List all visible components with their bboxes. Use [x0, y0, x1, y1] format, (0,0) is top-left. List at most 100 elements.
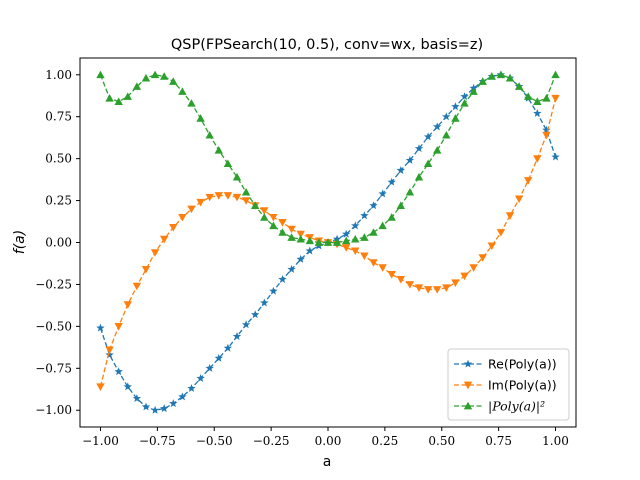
- data-point: [214, 192, 223, 200]
- data-point: [505, 212, 515, 220]
- data-point: [287, 225, 296, 234]
- data-point: [269, 286, 278, 295]
- data-point: [551, 70, 560, 79]
- legend-label: Im(Poly(a)): [488, 378, 557, 393]
- data-point: [360, 233, 369, 241]
- x-tick-label: −0.25: [253, 434, 290, 448]
- legend-entry: Re(Poly(a)): [454, 357, 557, 372]
- data-point: [269, 221, 278, 230]
- data-point: [114, 323, 123, 331]
- data-point: [150, 249, 160, 257]
- data-point: [551, 152, 560, 161]
- data-point: [187, 205, 196, 214]
- legend-marker: [463, 381, 473, 390]
- data-point: [96, 323, 105, 332]
- data-point: [105, 350, 114, 359]
- data-point: [260, 298, 269, 307]
- data-point: [342, 229, 351, 238]
- data-point: [132, 82, 142, 90]
- y-tick-label: −0.50: [35, 319, 72, 333]
- data-point: [96, 383, 105, 391]
- data-point: [287, 264, 296, 273]
- data-point: [150, 70, 160, 79]
- x-tick-label: −1.00: [82, 434, 119, 448]
- data-point: [442, 112, 451, 121]
- chart-title: QSP(FPSearch(10, 0.5), conv=wx, basis=z): [171, 37, 483, 53]
- data-point: [250, 201, 260, 209]
- data-point: [524, 92, 533, 100]
- data-point: [187, 99, 196, 107]
- y-tick-label: 0.50: [45, 152, 72, 166]
- legend-entry: Im(Poly(a)): [454, 378, 557, 393]
- data-point: [123, 301, 132, 309]
- data-point: [232, 172, 242, 181]
- data-point: [205, 130, 214, 139]
- data-point: [487, 72, 497, 80]
- data-point: [514, 82, 524, 90]
- data-point: [223, 343, 233, 352]
- data-point: [351, 221, 360, 230]
- data-point: [141, 265, 151, 274]
- data-point: [305, 236, 314, 245]
- data-point: [169, 224, 178, 232]
- x-tick-label: −0.75: [139, 434, 176, 448]
- x-axis-label: a: [323, 454, 332, 470]
- data-point: [269, 213, 278, 222]
- legend: Re(Poly(a)) Im(Poly(a)) |Poly(a)|²: [447, 348, 570, 421]
- x-tick-label: 0.50: [428, 434, 455, 448]
- data-point: [241, 320, 251, 329]
- data-point: [323, 238, 333, 246]
- data-point: [223, 192, 233, 200]
- data-point: [423, 286, 433, 294]
- data-point: [551, 94, 560, 103]
- data-point: [169, 77, 178, 85]
- data-point: [396, 201, 406, 209]
- data-point: [205, 363, 214, 372]
- data-point: [251, 310, 260, 319]
- data-point: [278, 219, 287, 227]
- data-point: [178, 213, 187, 222]
- data-point: [296, 230, 305, 239]
- data-point: [369, 201, 378, 210]
- y-tick-label: 0.00: [45, 236, 72, 250]
- data-point: [169, 399, 178, 408]
- data-point: [278, 275, 287, 283]
- data-point: [414, 144, 424, 153]
- axes: −1.00 −0.75 −0.50 −0.25 0.00 0.25 0.50 0.75 1.00…: [35, 57, 577, 448]
- data-point: [460, 92, 469, 101]
- data-point: [533, 97, 542, 105]
- data-point: [469, 87, 478, 95]
- data-point: [123, 382, 132, 391]
- legend-marker: [463, 359, 473, 368]
- data-point: [205, 193, 214, 202]
- data-point: [496, 70, 506, 79]
- x-tick-label: 0.00: [315, 434, 342, 448]
- data-point: [369, 228, 378, 236]
- x-tick-label: 1.00: [542, 434, 569, 448]
- y-axis-label: f(a): [12, 230, 28, 254]
- data-point: [159, 235, 169, 244]
- data-point: [542, 131, 551, 140]
- data-point: [187, 384, 196, 392]
- data-point: [178, 87, 187, 95]
- data-point: [460, 99, 469, 107]
- x-tick-label: −0.50: [196, 434, 233, 448]
- y-tick-label: 0.25: [45, 194, 72, 208]
- data-point: [123, 92, 132, 100]
- data-point: [451, 279, 460, 287]
- data-point: [196, 198, 205, 207]
- y-tick-label: 0.75: [45, 110, 72, 124]
- data-point: [342, 244, 351, 252]
- data-point: [296, 254, 305, 263]
- data-point: [378, 264, 387, 272]
- data-point: [159, 72, 169, 80]
- data-point: [260, 213, 269, 221]
- data-point: [314, 238, 324, 246]
- data-point: [442, 284, 451, 292]
- data-point: [469, 264, 478, 272]
- data-point: [387, 177, 396, 186]
- data-point: [105, 94, 114, 102]
- series-2: [96, 94, 560, 391]
- data-point: [505, 73, 515, 82]
